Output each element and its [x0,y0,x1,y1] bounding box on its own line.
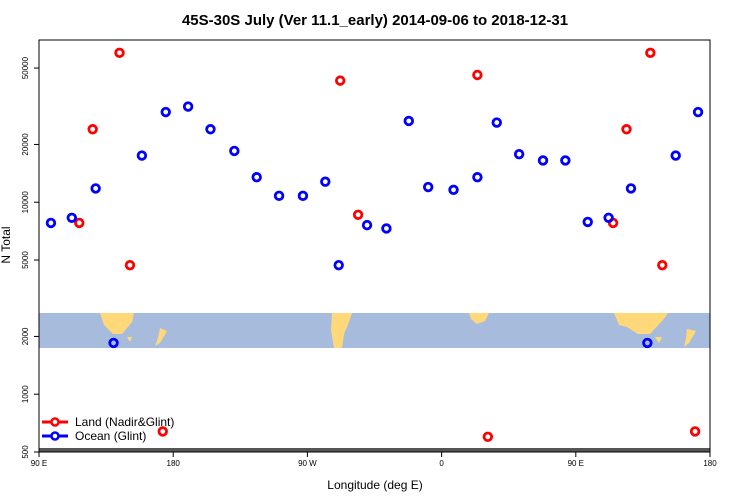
data-point-ocean [160,106,171,118]
data-point-land [352,209,364,221]
data-point-ocean [273,190,285,202]
plot-frame [38,39,711,453]
data-point-land [657,259,668,271]
y-tick-label: 5000 [21,251,30,269]
data-point-land [114,47,125,59]
data-point-ocean [381,223,392,234]
data-point-ocean [182,101,194,112]
data-point-ocean [670,150,681,161]
data-point-land [645,47,656,59]
data-point-ocean [472,172,483,183]
data-point-ocean [45,217,57,229]
data-point-ocean [491,117,502,128]
x-tick-label: 90 E [568,459,584,468]
data-point-land [621,124,632,135]
data-point-ocean [333,259,344,271]
y-tick-label: 20000 [21,133,30,156]
y-tick-label: 50000 [21,56,30,79]
x-tick-label: 180 [167,459,181,468]
data-point-land [87,124,98,135]
data-point-ocean [320,176,331,187]
legend: Land (Nadir&Glint) Ocean (Glint) [42,415,174,443]
data-point-land [157,426,168,437]
y-tick-label: 500 [21,445,30,459]
data-point-ocean [625,183,637,194]
y-tick-label: 2000 [21,327,30,345]
data-point-ocean [642,337,653,349]
land-africa [469,313,489,324]
land-tasmania [127,337,132,342]
data-point-ocean [692,106,704,118]
world-map-strip [39,313,710,348]
land-new-zealand [155,328,167,346]
legend-marker-ocean [50,431,60,441]
data-points [45,47,704,442]
ocean-background [39,313,710,348]
land-south-america [331,313,352,348]
data-point-land [689,426,701,437]
x-tick-label: 90 W [298,459,317,468]
data-point-ocean [136,150,148,161]
data-point-ocean [297,190,309,202]
x-tick-label: 90 E [31,459,47,468]
x-axis-ticks: 90 E 180 90 W 0 90 E 180 [31,452,717,468]
land-new-zealand-repeat [684,329,696,347]
data-point-ocean [229,145,240,157]
x-tick-label: 180 [703,459,717,468]
x-axis-bar [39,448,710,452]
legend-label-land: Land (Nadir&Glint) [75,415,174,429]
data-point-ocean [537,155,549,166]
data-point-ocean [361,219,373,231]
data-point-ocean [603,212,614,223]
legend-marker-land [50,417,60,427]
data-point-ocean [108,337,119,349]
data-point-ocean [513,148,525,160]
data-point-ocean [422,181,434,193]
data-point-ocean [560,155,571,166]
data-point-land [335,75,346,86]
y-tick-label: 10000 [21,191,30,214]
data-point-land [74,217,85,229]
land-tasmania-repeat [655,337,662,343]
land-australia-repeat [614,313,668,334]
legend-label-ocean: Ocean (Glint) [75,429,146,443]
data-point-ocean [403,115,414,127]
y-tick-label: 1000 [21,385,30,403]
land-australia [100,313,134,334]
data-point-ocean [251,172,262,183]
data-point-ocean [66,212,78,223]
data-point-ocean [448,184,459,196]
data-point-land [124,259,136,271]
data-point-land [482,431,494,442]
y-axis-label: N Total [0,226,13,263]
chart-title: 45S-30S July (Ver 11.1_early) 2014-09-06… [182,12,568,29]
data-point-ocean [90,183,101,194]
x-tick-label: 0 [439,459,444,468]
y-axis-ticks: 500 1000 2000 5000 10000 20000 50000 [21,56,39,459]
data-point-ocean [582,216,593,228]
data-point-land [472,69,483,81]
data-point-ocean [205,124,216,135]
x-axis-label: Longitude (deg E) [327,478,422,492]
